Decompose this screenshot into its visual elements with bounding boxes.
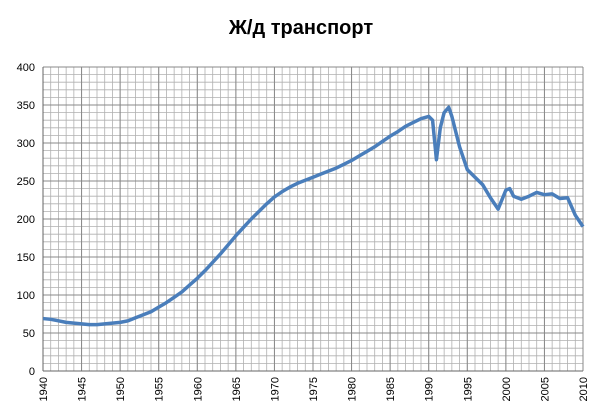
x-tick-label: 2000	[501, 377, 513, 401]
x-tick-label: 1980	[347, 377, 359, 401]
x-tick-label: 1990	[424, 377, 436, 401]
y-tick-label: 300	[17, 138, 35, 150]
x-tick-label: 1970	[269, 377, 281, 401]
x-tick-label: 1945	[77, 377, 89, 401]
y-tick-label: 350	[17, 100, 35, 112]
x-tick-label: 2010	[578, 377, 590, 401]
chart-title: Ж/д транспорт	[228, 17, 373, 39]
x-tick-label: 2005	[539, 377, 551, 401]
y-tick-label: 50	[23, 328, 35, 340]
data-line	[42, 105, 585, 327]
y-tick-label: 0	[29, 366, 35, 378]
y-tick-label: 200	[17, 214, 35, 226]
x-tick-label: 1955	[154, 377, 166, 401]
y-tick-label: 400	[17, 62, 35, 74]
y-tick-label: 150	[17, 252, 35, 264]
y-tick-label: 100	[17, 290, 35, 302]
x-tick-label: 1985	[385, 377, 397, 401]
x-tick-label: 1940	[38, 377, 50, 401]
x-tick-label: 1960	[192, 377, 204, 401]
x-tick-label: 1965	[231, 377, 243, 401]
x-tick-label: 1995	[462, 377, 474, 401]
x-tick-label: 1975	[308, 377, 320, 401]
x-tick-label: 1950	[115, 377, 127, 401]
y-tick-label: 250	[17, 176, 35, 188]
